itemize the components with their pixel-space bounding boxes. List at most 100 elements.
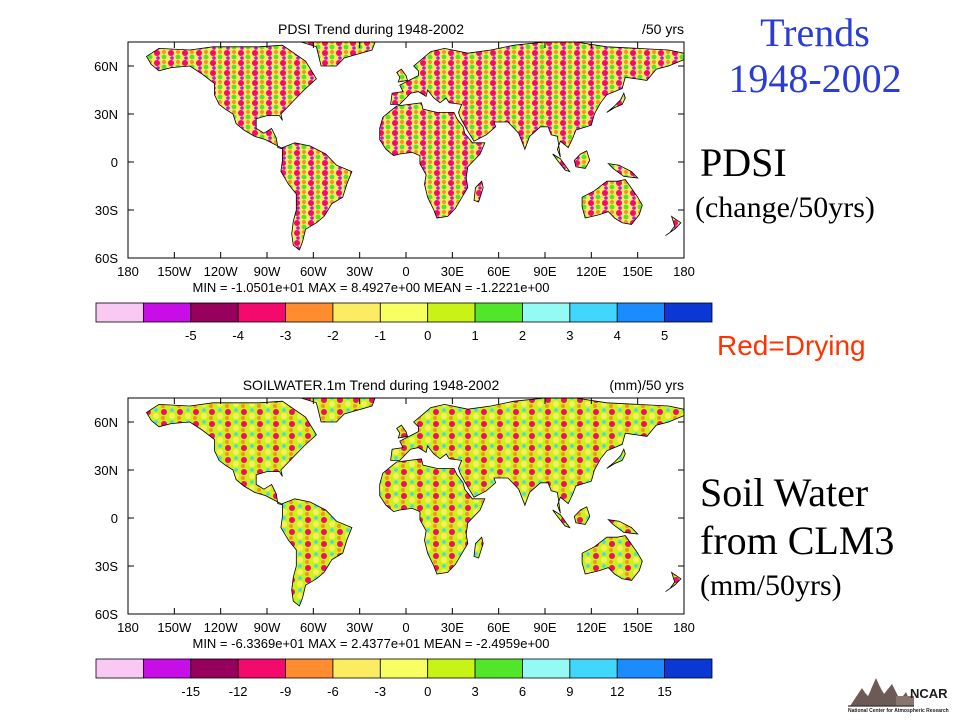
- soilwater-x-tick-label: 0: [402, 620, 409, 635]
- soilwater-landmass-britain: [396, 424, 409, 439]
- soilwater-landmass-japan: [606, 448, 626, 469]
- soilwater-x-tick-label: 180: [117, 620, 139, 635]
- soilwater-x-tick-label: 90W: [254, 620, 281, 635]
- soilwater-x-tick-label: 90E: [533, 620, 556, 635]
- slide-title-line1: Trends: [760, 10, 870, 55]
- soilwater-landmass-new-guinea: [607, 519, 639, 535]
- soilwater-x-tick-label: 120E: [576, 620, 607, 635]
- soilwater-colorbar-swatch: [474, 658, 523, 679]
- pdsi-x-tick-label: 150E: [622, 264, 653, 279]
- pdsi-colorbar-swatch: [332, 302, 381, 323]
- soil-water-label-line2: from CLM3: [700, 518, 895, 563]
- soilwater-colorbar-swatch: [332, 658, 381, 679]
- pdsi-stats: MIN = -1.0501e+01 MAX = 8.4927e+00 MEAN …: [192, 280, 549, 295]
- pdsi-colorbar-label: 3: [566, 328, 573, 343]
- soilwater-colorbar-swatch: [569, 658, 618, 679]
- soilwater-landmass-borneo: [573, 506, 591, 525]
- pdsi-x-tick-label: 60W: [300, 264, 327, 279]
- pdsi-colorbar-swatch: [190, 302, 239, 323]
- slide-title-line2: 1948-2002: [728, 56, 902, 101]
- pdsi-landmass-borneo: [573, 150, 591, 169]
- soilwater-colorbar-label: 3: [471, 684, 478, 699]
- pdsi-colorbar-swatch: [569, 302, 618, 323]
- ncar-logo-name: NCAR: [910, 686, 948, 701]
- soilwater-y-tick-label: 60S: [95, 607, 118, 622]
- soilwater-colorbar-swatch: [142, 658, 192, 679]
- soilwater-landmass-sumatra: [552, 509, 571, 529]
- pdsi-x-tick-label: 180: [673, 264, 695, 279]
- soil-water-label-line1: Soil Water: [700, 470, 869, 515]
- pdsi-colorbar-label: -1: [375, 328, 387, 343]
- pdsi-landmass-madagascar: [473, 180, 484, 203]
- pdsi-x-tick-label: 0: [402, 264, 409, 279]
- soilwater-landmass-new-zealand: [665, 571, 682, 592]
- pdsi-colorbar-label: 4: [614, 328, 621, 343]
- pdsi-x-tick-label: 120E: [576, 264, 607, 279]
- pdsi-landmass-britain: [396, 68, 409, 83]
- soilwater-landmass-madagascar: [473, 536, 484, 559]
- soilwater-landmass-eurasia: [390, 397, 685, 514]
- pdsi-landmass-north-america: [145, 44, 317, 150]
- pdsi-colorbar-label: -2: [327, 328, 339, 343]
- pdsi-y-tick-label: 0: [111, 155, 118, 170]
- pdsi-colorbar-label: 5: [661, 328, 668, 343]
- soilwater-x-tick-label: 120W: [204, 620, 239, 635]
- soilwater-colorbar-swatch: [616, 658, 666, 679]
- soilwater-landmass-north-america: [145, 400, 317, 506]
- pdsi-landmass-japan: [606, 92, 626, 113]
- pdsi-landmass-eurasia: [390, 41, 685, 158]
- soilwater-colorbar-swatch: [237, 658, 286, 679]
- soil-water-units: (mm/50yrs): [700, 569, 842, 602]
- pdsi-units: (change/50yrs): [695, 191, 875, 224]
- pdsi-chart-units: /50 yrs: [642, 21, 684, 37]
- soilwater-colorbar-swatch: [95, 658, 144, 679]
- soilwater-x-tick-label: 60E: [487, 620, 510, 635]
- soilwater-colorbar-label: -6: [327, 684, 339, 699]
- soilwater-y-tick-label: 60N: [94, 415, 118, 430]
- soilwater-colorbar-label: 9: [566, 684, 573, 699]
- soilwater-colorbar-swatch: [522, 658, 571, 679]
- pdsi-landmass-australia: [581, 179, 643, 225]
- pdsi-trend-chart: PDSI Trend during 1948-2002/50 yrs 180 150…: [94, 21, 713, 343]
- soilwater-y-tick-label: 30S: [95, 559, 118, 574]
- pdsi-colorbar-swatch: [95, 302, 144, 323]
- soilwater-colorbar-swatch: [285, 658, 334, 679]
- pdsi-colorbar-swatch: [379, 302, 429, 323]
- pdsi-chart-title: PDSI Trend during 1948-2002: [278, 21, 464, 37]
- soilwater-trend-chart: SOILWATER.1m Trend during 1948-2002 (mm)/…: [94, 377, 713, 699]
- soilwater-colorbar-swatch: [664, 658, 713, 679]
- soilwater-colorbar-swatch: [379, 658, 429, 679]
- soilwater-x-tick-label: 150W: [157, 620, 192, 635]
- pdsi-colorbar-swatch: [522, 302, 571, 323]
- pdsi-colorbar-label: -4: [232, 328, 244, 343]
- ncar-logo: NCAR National Center for Atmospheric Res…: [848, 666, 956, 718]
- pdsi-colorbar-label: 2: [519, 328, 526, 343]
- pdsi-x-tick-label: 120W: [204, 264, 239, 279]
- pdsi-colorbar-swatch: [427, 302, 476, 323]
- pdsi-y-tick-label: 30S: [95, 203, 118, 218]
- pdsi-x-tick-label: 30E: [441, 264, 464, 279]
- pdsi-y-tick-label: 60S: [95, 251, 118, 266]
- pdsi-colorbar-label: -3: [280, 328, 292, 343]
- pdsi-colorbar-label: -5: [185, 328, 197, 343]
- pdsi-y-tick-label: 30N: [94, 107, 118, 122]
- soilwater-colorbar-label: 12: [610, 684, 624, 699]
- pdsi-label: PDSI: [700, 140, 787, 185]
- slide-title: Trends 1948-2002: [700, 10, 930, 102]
- soilwater-colorbar-label: -15: [181, 684, 200, 699]
- pdsi-x-tick-label: 60E: [487, 264, 510, 279]
- soilwater-x-tick-label: 180: [673, 620, 695, 635]
- pdsi-x-tick-label: 150W: [157, 264, 192, 279]
- pdsi-x-tick-label: 30W: [346, 264, 373, 279]
- pdsi-x-tick-label: 90E: [533, 264, 556, 279]
- soilwater-x-tick-label: 60W: [300, 620, 327, 635]
- pdsi-y-tick-label: 60N: [94, 59, 118, 74]
- soilwater-chart-title: SOILWATER.1m Trend during 1948-2002: [243, 377, 500, 393]
- soilwater-colorbar-label: -3: [375, 684, 387, 699]
- ncar-logo-caption: National Center for Atmospheric Research: [848, 708, 949, 714]
- soilwater-colorbar-label: -12: [229, 684, 248, 699]
- soilwater-landmass-south-america: [280, 498, 353, 607]
- pdsi-landmass-new-zealand: [665, 215, 682, 236]
- pdsi-landmass-sumatra: [552, 153, 571, 173]
- pdsi-colorbar-label: 0: [424, 328, 431, 343]
